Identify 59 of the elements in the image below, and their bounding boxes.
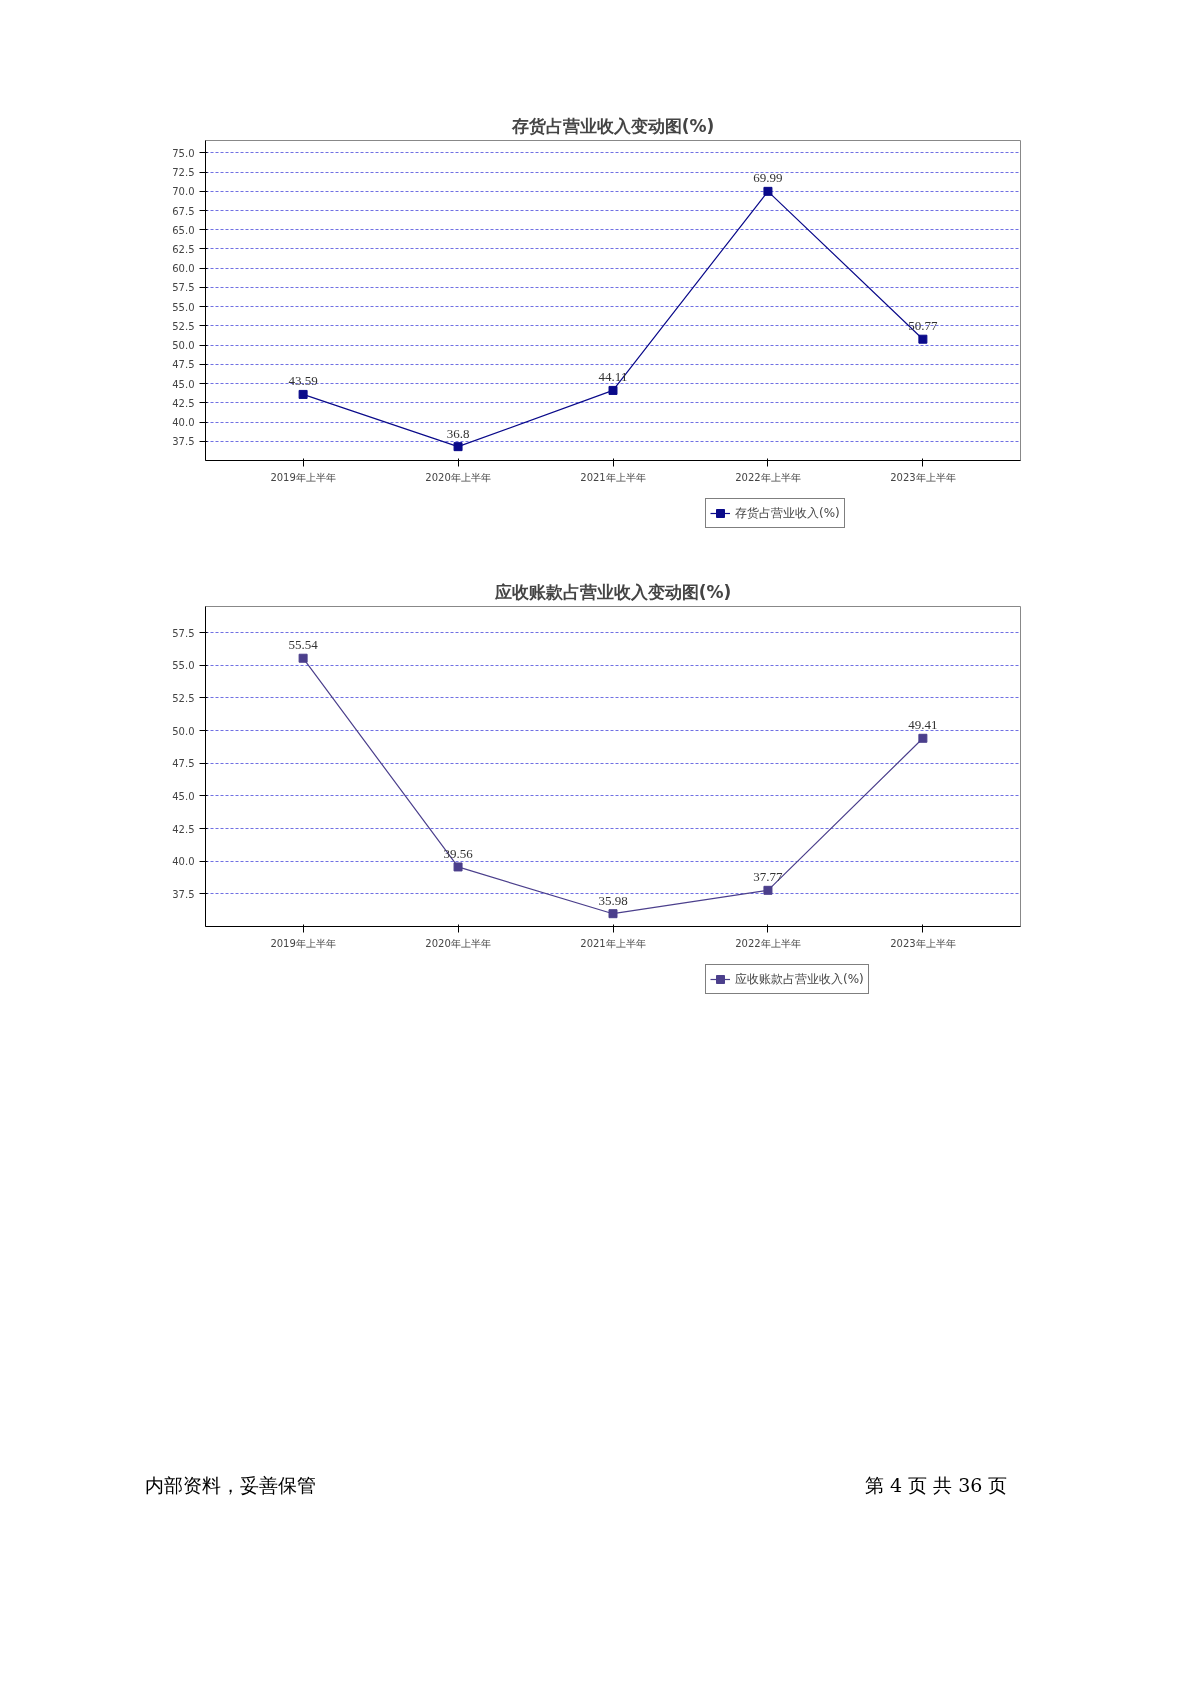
y-tick-label: 70.0 xyxy=(172,186,195,198)
y-tick-label: 57.5 xyxy=(172,282,195,294)
point xyxy=(763,885,773,895)
x-tick-label: 2023年上半年 xyxy=(890,937,956,949)
text: 第 4 页 共 36 页 xyxy=(865,1473,1009,1498)
y-tick-label: 55.0 xyxy=(172,660,195,672)
y-tick-label: 52.5 xyxy=(172,320,195,332)
y-tick-label: 47.5 xyxy=(172,758,195,770)
data-label: 69.99 xyxy=(753,170,783,186)
data-label: 49.41 xyxy=(908,717,938,733)
x-tick-label: 2019年上半年 xyxy=(270,471,336,483)
y-tick-label: 72.5 xyxy=(172,167,195,179)
y-tick-label: 57.5 xyxy=(172,627,195,639)
data-label: 50.77 xyxy=(908,318,939,334)
data-label: 43.59 xyxy=(288,373,318,389)
point xyxy=(298,389,308,399)
point xyxy=(298,653,308,663)
point xyxy=(608,909,618,919)
y-tick-label: 62.5 xyxy=(172,243,195,255)
y-tick-label: 52.5 xyxy=(172,692,195,704)
y-tick-label: 45.0 xyxy=(172,790,195,802)
data-label: 35.98 xyxy=(598,892,628,908)
x-tick-label: 2022年上半年 xyxy=(735,937,801,949)
point xyxy=(453,862,463,872)
data-label: 37.77 xyxy=(753,869,784,885)
y-tick-label: 50.0 xyxy=(172,340,195,352)
y-tick-label: 60.0 xyxy=(172,263,195,275)
y-tick-label: 40.0 xyxy=(172,417,195,429)
point xyxy=(918,733,928,743)
legend-label: 应收账款占营业收入(%) xyxy=(735,970,864,988)
x-tick-label: 2020年上半年 xyxy=(425,937,491,949)
y-tick-label: 50.0 xyxy=(172,725,195,737)
text: 内部资料，妥善保管 xyxy=(145,1473,317,1498)
chart-title: 应收账款占营业收入变动图(%) xyxy=(493,581,732,602)
y-tick-label: 37.5 xyxy=(172,436,195,448)
y-tick-label: 65.0 xyxy=(172,224,195,236)
chart-title: 存货占营业收入变动图(%) xyxy=(510,115,715,136)
x-tick-label: 2020年上半年 xyxy=(425,471,491,483)
x-tick-label: 2022年上半年 xyxy=(735,471,801,483)
y-tick-label: 55.0 xyxy=(172,301,195,313)
x-tick-label: 2019年上半年 xyxy=(270,937,336,949)
y-tick-label: 47.5 xyxy=(172,359,195,371)
data-label: 36.8 xyxy=(446,425,470,441)
y-tick-label: 42.5 xyxy=(172,823,195,835)
point xyxy=(918,334,928,344)
x-tick-label: 2021年上半年 xyxy=(580,937,646,949)
y-tick-label: 67.5 xyxy=(172,205,195,217)
y-tick-label: 42.5 xyxy=(172,397,195,409)
y-tick-label: 75.0 xyxy=(172,147,195,159)
point xyxy=(453,442,463,452)
y-tick-label: 40.0 xyxy=(172,856,195,868)
point xyxy=(763,186,773,196)
data-label: 55.54 xyxy=(288,637,319,653)
point xyxy=(608,385,618,395)
x-tick-label: 2021年上半年 xyxy=(580,471,646,483)
legend-label: 存货占营业收入(%) xyxy=(735,504,840,522)
x-tick-label: 2023年上半年 xyxy=(890,471,956,483)
y-tick-label: 37.5 xyxy=(172,888,195,900)
y-tick-label: 45.0 xyxy=(172,378,195,390)
